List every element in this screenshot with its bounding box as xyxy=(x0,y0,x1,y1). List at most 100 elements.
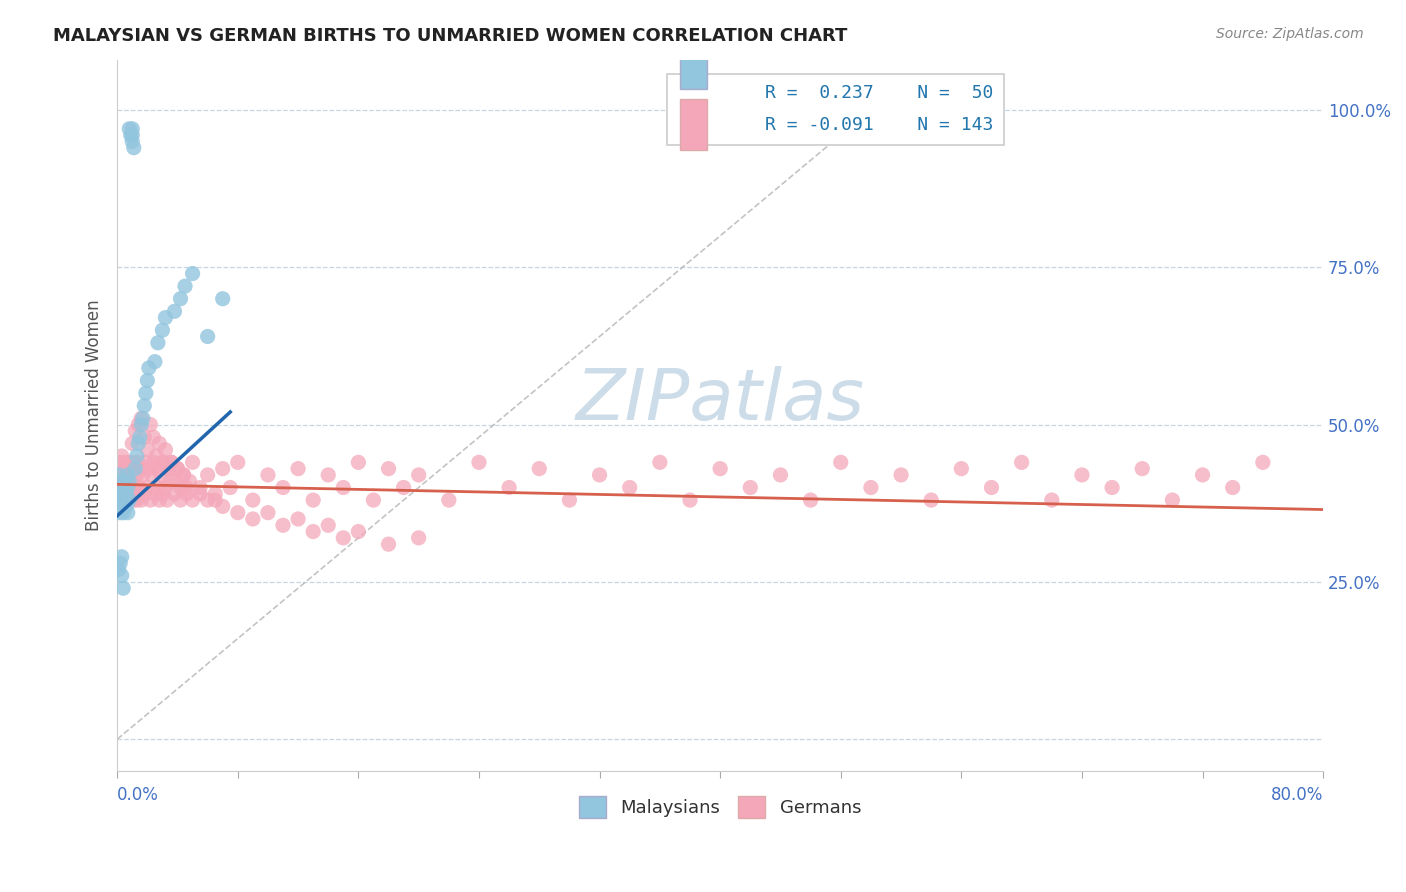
Point xyxy=(125,493,148,508)
Point xyxy=(127,455,149,469)
Point xyxy=(111,449,134,463)
Point xyxy=(108,556,131,570)
Point xyxy=(271,481,294,495)
Point xyxy=(173,467,195,482)
Point xyxy=(363,493,385,508)
Point xyxy=(468,455,491,469)
Point xyxy=(1222,481,1244,495)
Point xyxy=(181,493,204,508)
Point xyxy=(242,493,264,508)
Point xyxy=(139,417,162,432)
Point xyxy=(131,493,153,508)
Point xyxy=(112,487,135,501)
Point xyxy=(408,531,430,545)
Point xyxy=(117,467,139,482)
Point xyxy=(124,461,146,475)
Text: ZIPatlas: ZIPatlas xyxy=(575,367,865,435)
Point xyxy=(392,481,415,495)
Point xyxy=(118,481,141,495)
Point xyxy=(120,128,142,142)
Point xyxy=(114,500,136,514)
Point xyxy=(176,481,198,495)
Point xyxy=(117,481,139,495)
Y-axis label: Births to Unmarried Women: Births to Unmarried Women xyxy=(86,300,103,531)
Point xyxy=(920,493,942,508)
Point xyxy=(588,467,610,482)
Point xyxy=(257,506,280,520)
Point xyxy=(181,267,204,281)
Point xyxy=(169,493,191,508)
Text: MALAYSIAN VS GERMAN BIRTHS TO UNMARRIED WOMEN CORRELATION CHART: MALAYSIAN VS GERMAN BIRTHS TO UNMARRIED … xyxy=(53,27,848,45)
Point xyxy=(118,121,141,136)
Point xyxy=(115,500,138,514)
Point xyxy=(188,481,211,495)
Point xyxy=(121,121,143,136)
Point xyxy=(114,455,136,469)
Point xyxy=(125,467,148,482)
Point xyxy=(108,467,131,482)
Point xyxy=(226,455,249,469)
Point xyxy=(134,487,156,501)
Point xyxy=(211,500,233,514)
Point xyxy=(128,461,150,475)
Point xyxy=(125,449,148,463)
Point xyxy=(157,461,180,475)
Point xyxy=(128,481,150,495)
Point xyxy=(377,537,399,551)
Point xyxy=(134,399,156,413)
Point xyxy=(135,386,157,401)
Point xyxy=(138,360,160,375)
Point xyxy=(143,487,166,501)
Point xyxy=(142,455,165,469)
Text: 0.0%: 0.0% xyxy=(117,787,159,805)
Point xyxy=(152,487,174,501)
Point xyxy=(132,467,155,482)
Text: R =  0.237    N =  50
        R = -0.091    N = 143: R = 0.237 N = 50 R = -0.091 N = 143 xyxy=(678,85,993,135)
Point xyxy=(347,524,370,539)
Point xyxy=(1071,467,1094,482)
Point xyxy=(131,417,153,432)
Point xyxy=(204,487,226,501)
Point xyxy=(169,481,191,495)
Point xyxy=(619,481,641,495)
Point xyxy=(1011,455,1033,469)
Point xyxy=(211,292,233,306)
Point xyxy=(316,518,339,533)
Point xyxy=(1191,467,1213,482)
Point xyxy=(302,493,325,508)
FancyBboxPatch shape xyxy=(681,38,707,89)
Text: Source: ZipAtlas.com: Source: ZipAtlas.com xyxy=(1216,27,1364,41)
Point xyxy=(149,467,172,482)
Point xyxy=(145,449,167,463)
Point xyxy=(859,481,882,495)
Point xyxy=(112,506,135,520)
Point xyxy=(134,430,156,444)
Point xyxy=(122,455,145,469)
Point xyxy=(160,455,183,469)
Point xyxy=(316,467,339,482)
Point xyxy=(141,467,163,482)
Point xyxy=(271,518,294,533)
Point xyxy=(108,493,131,508)
Point xyxy=(197,467,219,482)
Point xyxy=(107,481,129,495)
Point xyxy=(124,424,146,438)
Point xyxy=(118,455,141,469)
Point xyxy=(142,430,165,444)
Point xyxy=(139,493,162,508)
Point xyxy=(709,461,731,475)
Point xyxy=(148,436,170,450)
Point xyxy=(114,474,136,488)
Point xyxy=(143,354,166,368)
Point xyxy=(155,310,177,325)
Point xyxy=(980,481,1002,495)
Point xyxy=(529,461,551,475)
Point xyxy=(257,467,280,482)
Point xyxy=(127,487,149,501)
Point xyxy=(135,455,157,469)
Point xyxy=(287,461,309,475)
Point xyxy=(117,493,139,508)
Point xyxy=(156,493,179,508)
Point xyxy=(197,329,219,343)
Point xyxy=(740,481,762,495)
